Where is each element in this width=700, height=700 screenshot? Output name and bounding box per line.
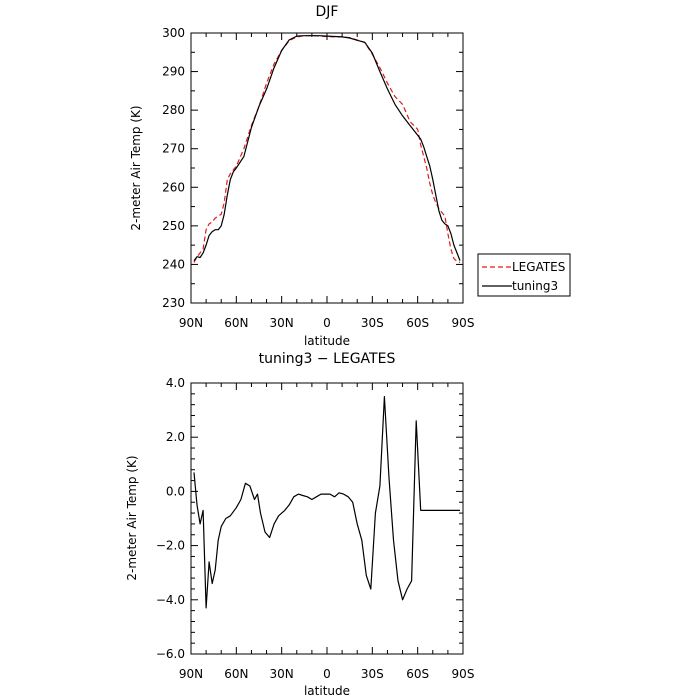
series-bottom (193, 396, 460, 609)
x-tick-label: 90N (179, 667, 203, 681)
y-tick-label: 250 (162, 219, 185, 233)
x-tick-label: 60N (224, 667, 248, 681)
y-tick-label: 260 (162, 180, 185, 194)
x-tick-label: 60S (406, 667, 429, 681)
x-tick-label: 90S (452, 667, 475, 681)
difference-line (193, 396, 460, 609)
tuning3-line (193, 35, 461, 261)
legates-line (193, 35, 461, 264)
y-tick-label: 0.0 (166, 484, 185, 498)
y-tick-label: −4.0 (156, 593, 185, 607)
panel-title-bottom: tuning3 − LEGATES (259, 351, 396, 367)
x-axis-label-top: latitude (304, 334, 350, 348)
legend-label-legates: LEGATES (512, 260, 565, 274)
legend-label-tuning3: tuning3 (512, 279, 558, 293)
x-tick-label: 90N (179, 316, 203, 330)
panel-title-top: DJF (316, 4, 339, 20)
plot-frame-top (190, 32, 464, 304)
y-tick-label: 300 (162, 26, 185, 40)
y-tick-label: 290 (162, 65, 185, 79)
y-tick-label: 270 (162, 142, 185, 156)
x-tick-label: 60N (224, 316, 248, 330)
y-axis-label-bottom: 2-meter Air Temp (K) (125, 455, 139, 580)
x-tick-label: 30S (361, 667, 384, 681)
y-tick-label: 2.0 (166, 430, 185, 444)
legend: LEGATES tuning3 (477, 253, 571, 297)
x-tick-label: 60S (406, 316, 429, 330)
x-tick-label: 0 (323, 667, 331, 681)
y-tick-label: 280 (162, 103, 185, 117)
x-tick-label: 30N (270, 667, 294, 681)
y-axis-label-top: 2-meter Air Temp (K) (129, 105, 143, 230)
y-tick-label: 230 (162, 296, 185, 310)
x-tick-label: 90S (452, 316, 475, 330)
y-tick-label: −6.0 (156, 647, 185, 661)
x-tick-label: 0 (323, 316, 331, 330)
x-axis-label-bottom: latitude (304, 684, 350, 698)
temperature-panel: DJF latitude 2-meter Air Temp (K) 230 240… (129, 4, 474, 348)
x-tick-label: 30S (361, 316, 384, 330)
y-tick-label: 4.0 (166, 376, 185, 390)
legend-frame (477, 253, 571, 297)
difference-panel: tuning3 − LEGATES latitude 2-meter Air T… (125, 351, 474, 698)
x-tick-label: 30N (270, 316, 294, 330)
plot-frame-bottom (190, 382, 464, 655)
ticks-top: 230 240 250 260 270 280 290 300 90N 60N 30N 0 30S 60S… (162, 26, 474, 330)
series-top (193, 35, 461, 264)
y-tick-label: −2.0 (156, 539, 185, 553)
y-tick-label: 240 (162, 257, 185, 271)
ticks-bottom: −6.0 −4.0 −2.0 0.0 2.0 4.0 90N 60N 30N 0 30S 60S 90S (156, 376, 475, 681)
